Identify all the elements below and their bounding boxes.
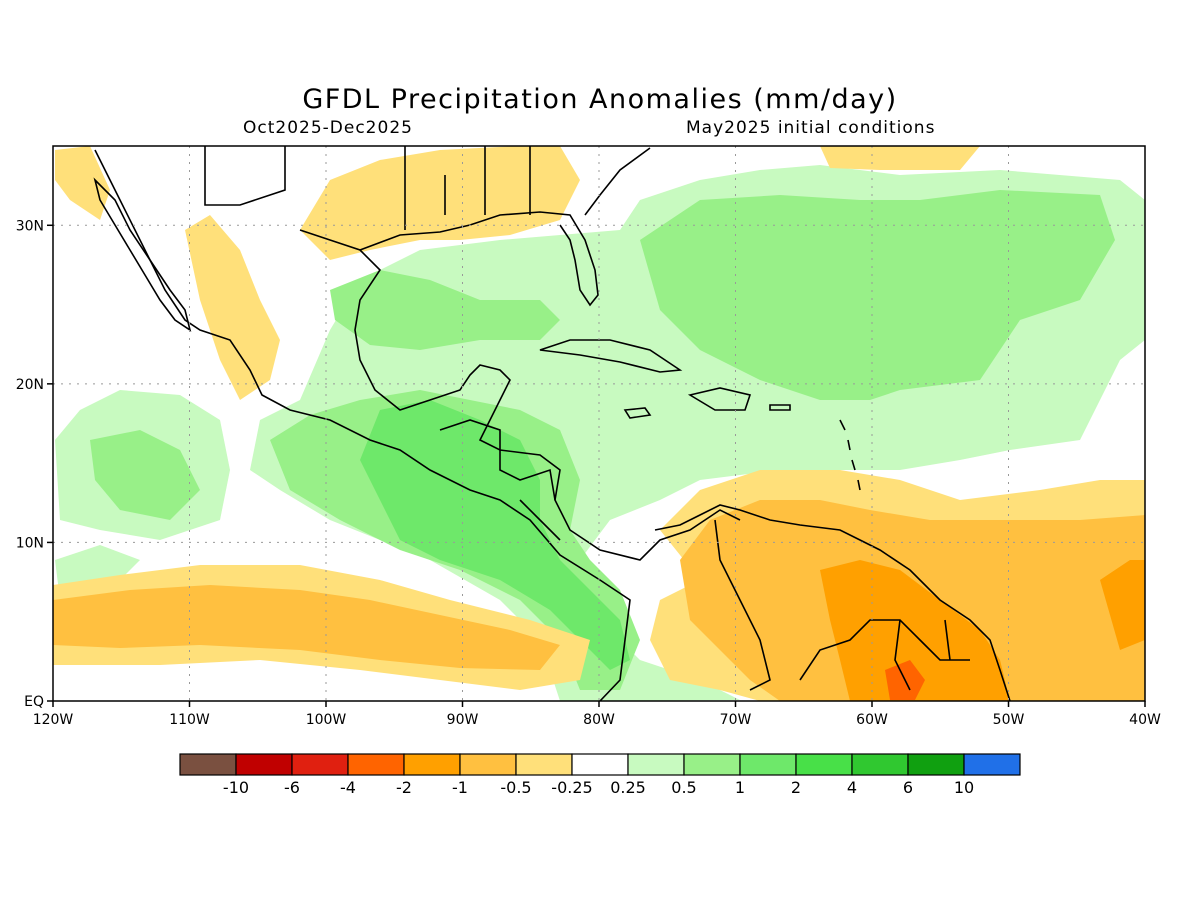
lon-tick-label: 110W [169, 712, 210, 728]
anomaly-region-mid-orange [53, 585, 560, 670]
anomaly-region-light-yellow [820, 146, 980, 170]
color-bar-swatch [179, 753, 237, 776]
lon-tick-label: 80W [583, 712, 615, 728]
color-bar-swatch [515, 753, 573, 776]
color-bar-swatch [571, 753, 629, 776]
coastlines [93, 146, 1011, 701]
color-bar-swatch [627, 753, 685, 776]
color-bar-label: 0.5 [671, 778, 696, 797]
anomaly-region-mid-green [640, 190, 1115, 400]
lon-tick-label: 40W [1129, 712, 1161, 728]
anomaly-region-strong-orange [820, 560, 1010, 701]
anomaly-region-mid-green [90, 430, 200, 520]
color-bar-label: -1 [452, 778, 468, 797]
initial-conditions: May2025 initial conditions [686, 118, 936, 138]
longitude-axis: 120W 110W 100W 90W 80W 70W 60W 50W 40W [33, 701, 1161, 728]
color-bar-swatch [739, 753, 797, 776]
color-bar-swatch [347, 753, 405, 776]
anomaly-region-strong-orange [1100, 560, 1145, 650]
color-bar-swatch [459, 753, 517, 776]
color-bar-swatch [683, 753, 741, 776]
color-bar-swatch [907, 753, 965, 776]
anomaly-field [53, 146, 1145, 701]
lat-tick-label: 10N [16, 535, 44, 551]
color-bar-label: 4 [847, 778, 857, 797]
lon-tick-label: 50W [993, 712, 1025, 728]
color-bar-label: 0.25 [610, 778, 646, 797]
latitude-axis: EQ 10N 20N 30N [16, 218, 53, 710]
color-bar-swatch [963, 753, 1021, 776]
color-bar-label: 10 [954, 778, 974, 797]
lat-tick-label: EQ [24, 694, 44, 710]
color-bar-label: -2 [396, 778, 412, 797]
anomaly-region-light-yellow [55, 146, 110, 220]
color-bar-label: -0.5 [500, 778, 531, 797]
anomaly-region-light-yellow [300, 146, 580, 260]
forecast-period: Oct2025-Dec2025 [243, 118, 413, 138]
color-bar: -10 -6 -4 -2 -1 -0.5 -0.25 0.25 0.5 1 2 4 6 10 [179, 753, 1021, 797]
anomaly-region-light-yellow [185, 215, 280, 400]
lon-tick-label: 90W [447, 712, 479, 728]
lon-tick-label: 60W [856, 712, 888, 728]
color-bar-label: -6 [284, 778, 300, 797]
color-bar-label: 6 [903, 778, 913, 797]
anomaly-region-mid-green [330, 270, 560, 350]
chart-title: GFDL Precipitation Anomalies (mm/day) [302, 84, 898, 115]
color-bar-swatch [235, 753, 293, 776]
color-bar-swatch [403, 753, 461, 776]
color-bar-swatch [851, 753, 909, 776]
lat-tick-label: 20N [16, 377, 44, 393]
lon-tick-label: 120W [33, 712, 74, 728]
color-bar-label: 2 [791, 778, 801, 797]
color-bar-label: 1 [735, 778, 745, 797]
color-bar-swatch [795, 753, 853, 776]
graticule [53, 146, 1145, 701]
lon-tick-label: 70W [720, 712, 752, 728]
color-bar-swatch [291, 753, 349, 776]
color-bar-label: -4 [340, 778, 356, 797]
lon-tick-label: 100W [306, 712, 347, 728]
lat-tick-label: 30N [16, 218, 44, 234]
color-bar-label: -10 [223, 778, 249, 797]
color-bar-label: -0.25 [551, 778, 592, 797]
